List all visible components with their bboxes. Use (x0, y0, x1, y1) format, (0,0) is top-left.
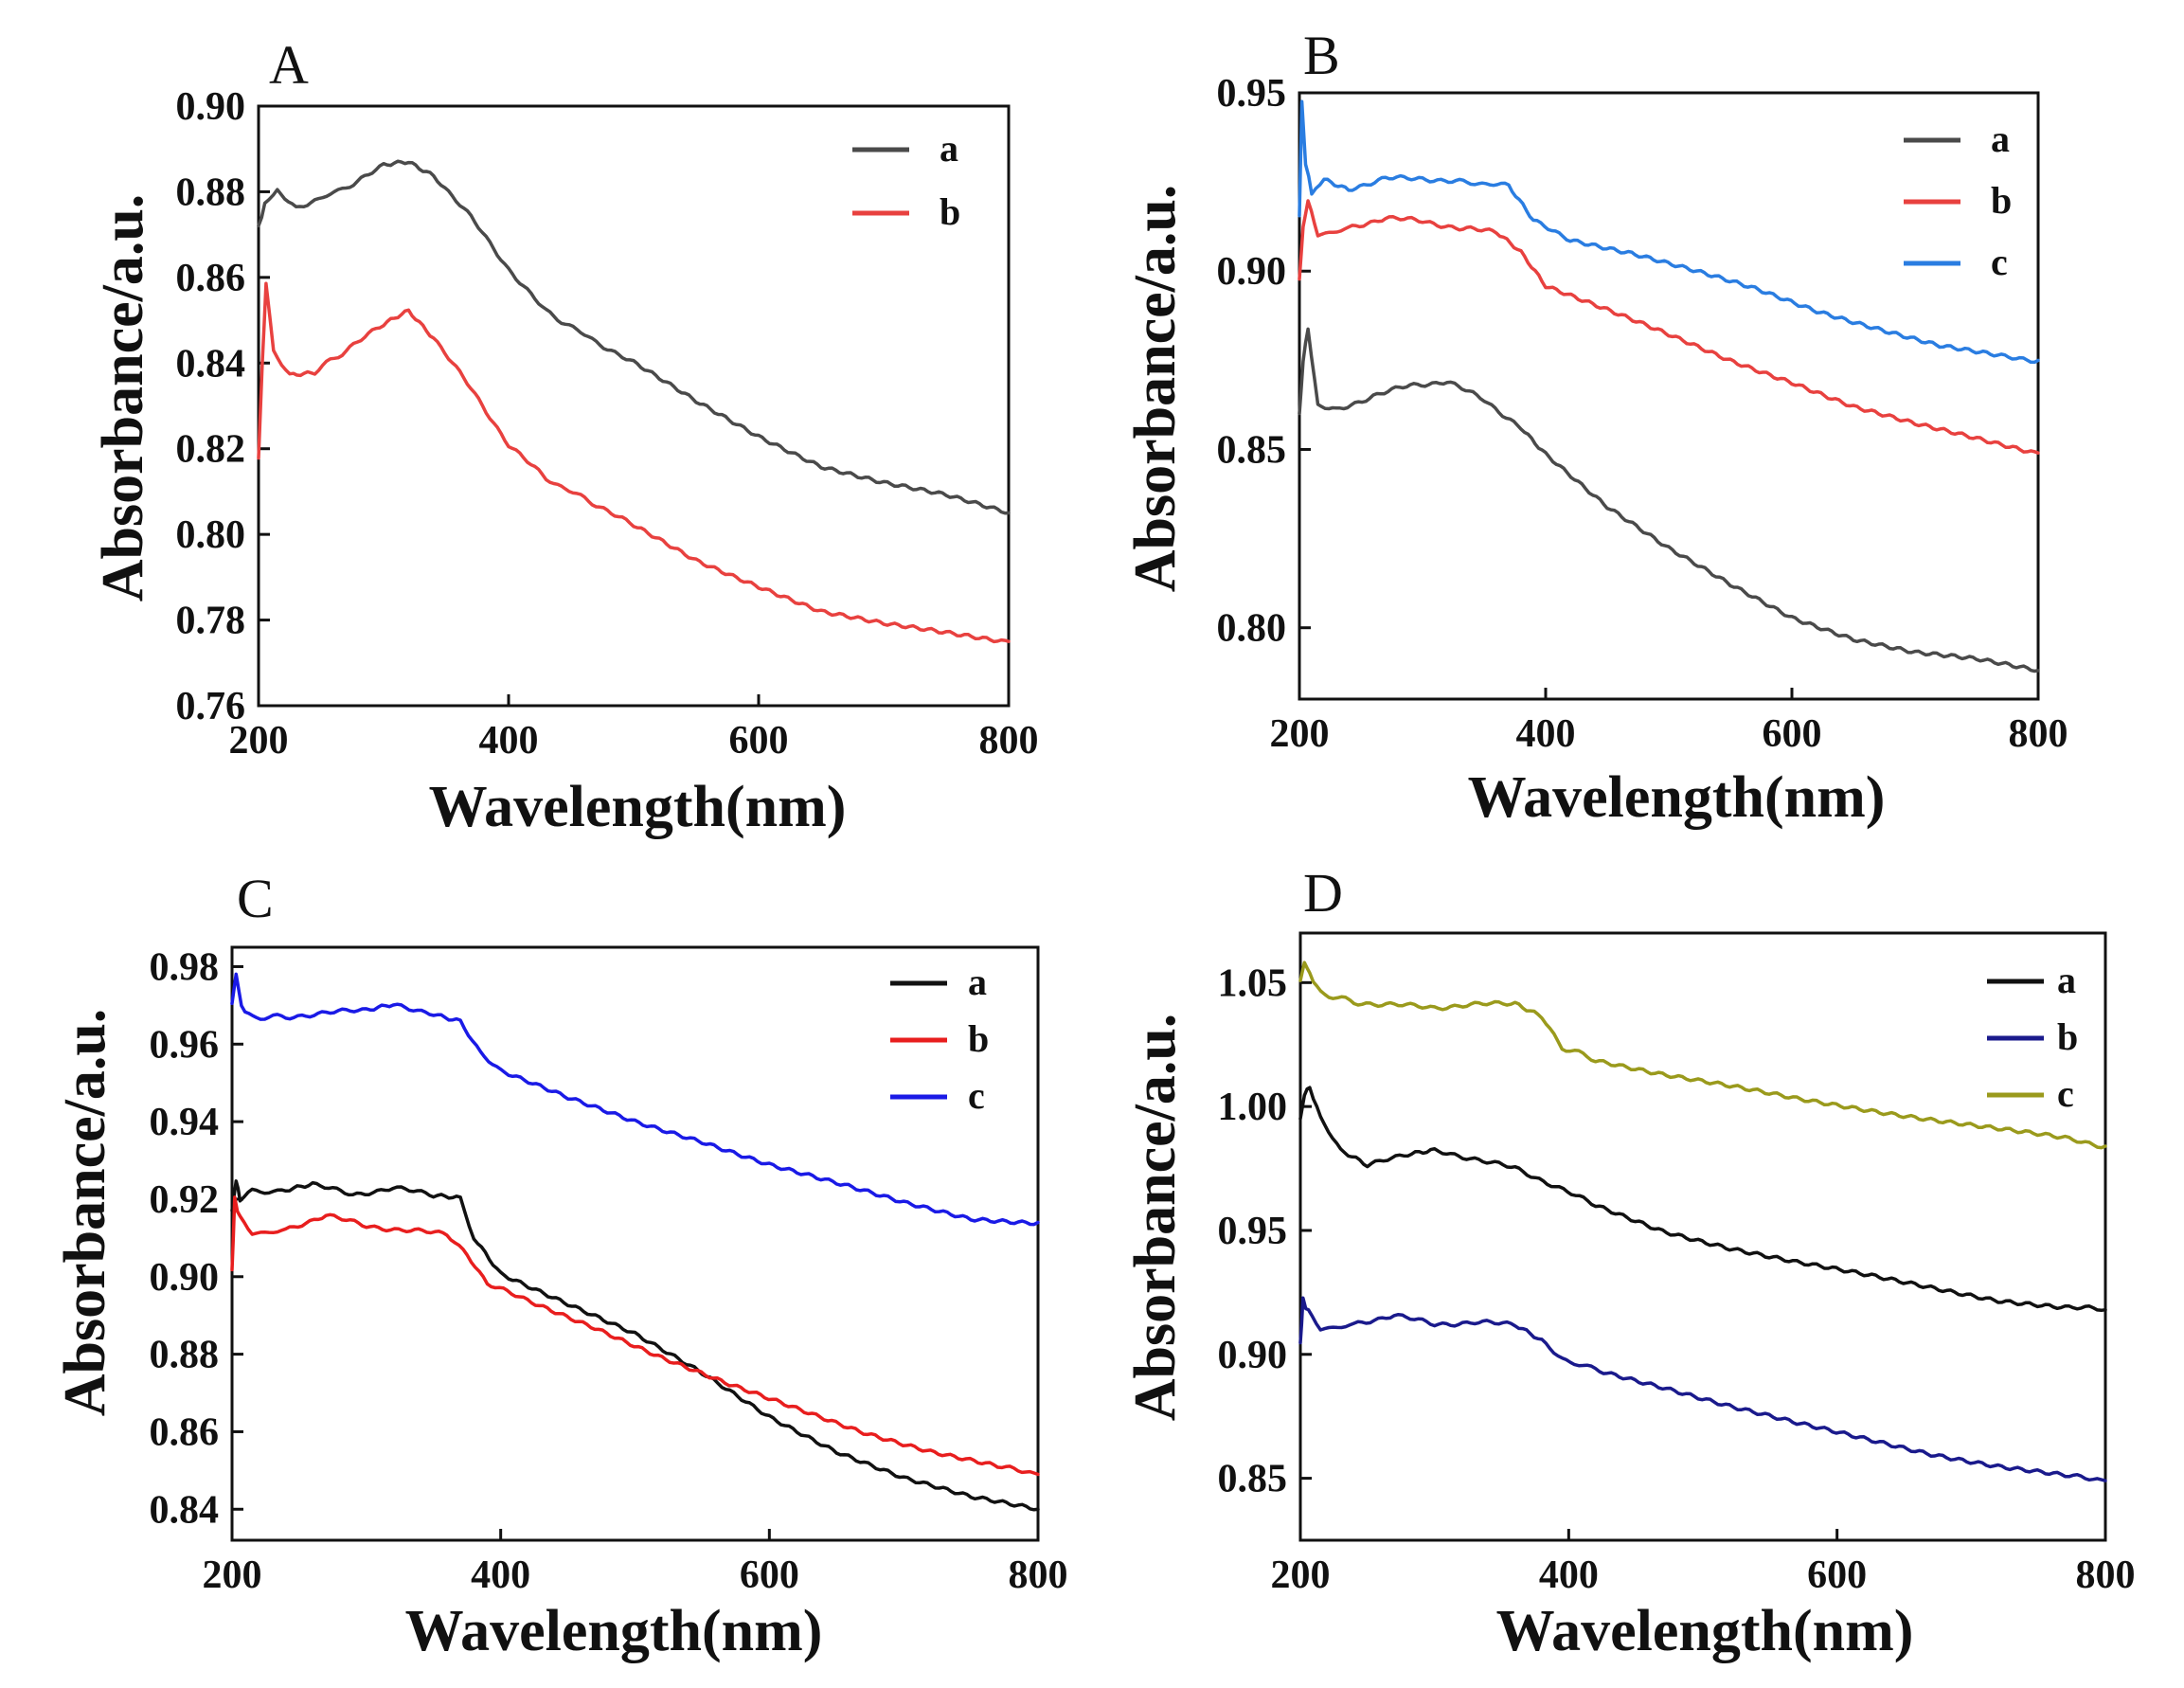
panel-a-ytick-label-2: 0.80 (176, 513, 246, 557)
panel-a-legend-b-label: b (940, 190, 960, 233)
panel-b-xlabel: Wavelength(nm) (1468, 765, 1886, 830)
panel-c-ytick-label-5: 0.94 (150, 1101, 220, 1144)
panel-c-xtick-label-3: 800 (1009, 1553, 1068, 1597)
panel-b-ytick-label-2: 0.90 (1217, 250, 1287, 294)
panel-d-xtick-label-3: 800 (2076, 1553, 2136, 1597)
panel-a-xtick-label-2: 600 (729, 719, 789, 763)
panel-b-xtick-label-2: 600 (1763, 712, 1822, 756)
panel-c-plot-frame (230, 945, 1040, 1542)
panel-a-xtick-label-3: 800 (979, 719, 1039, 763)
panel-c: C Absorbance/a.u. Wavelength(nm) a b c 2… (53, 868, 1068, 1663)
panel-b-xtick-label-0: 200 (1270, 712, 1330, 756)
panel-d-series-a-line (1298, 1086, 2107, 1313)
panel-d-xtick-label-1: 400 (1539, 1553, 1599, 1597)
panel-a-ytick-label-0: 0.76 (176, 685, 246, 728)
panel-c-series-a-line (230, 1179, 1040, 1512)
panel-d-xtick-label-2: 600 (1807, 1553, 1867, 1597)
panel-b-letter: B (1303, 25, 1340, 86)
panel-a-ytick-label-4: 0.84 (176, 342, 246, 386)
panel-d-legend-c-label: c (2057, 1072, 2074, 1115)
panel-b-series-b-line (1298, 199, 2040, 455)
panel-d-xtick-label-0: 200 (1271, 1553, 1331, 1597)
panel-b-legend-b-label: b (1991, 179, 2012, 222)
panel-b: B Absorbance/a.u. Wavelength(nm) a b c 2… (1123, 25, 2068, 830)
panel-a-ytick-label-5: 0.86 (176, 257, 246, 300)
panel-a-letter: A (269, 34, 309, 96)
panel-c-ytick-label-6: 0.96 (150, 1023, 220, 1067)
panel-a-ytick-label-6: 0.88 (176, 171, 246, 214)
panel-c-ytick-label-7: 0.98 (150, 945, 220, 989)
panel-d-legend-a-label: a (2057, 959, 2076, 1001)
panel-b-ytick-label-0: 0.80 (1217, 607, 1287, 651)
panel-a-ytick-label-7: 0.90 (176, 85, 246, 129)
panel-d-letter: D (1303, 862, 1343, 924)
panel-d-ytick-label-4: 1.05 (1218, 961, 1288, 1005)
panel-c-xlabel: Wavelength(nm) (405, 1599, 823, 1663)
panel-c-ytick-label-1: 0.86 (150, 1410, 220, 1454)
panel-a-xtick-label-0: 200 (229, 719, 289, 763)
panel-b-ylabel: Absorbance/a.u. (1123, 185, 1188, 593)
panel-b-xtick-label-1: 400 (1516, 712, 1576, 756)
panel-c-legend-b-label: b (968, 1017, 989, 1060)
panel-a-xlabel: Wavelength(nm) (429, 775, 847, 839)
panel-b-xtick-label-3: 800 (2009, 712, 2068, 756)
panel-c-xtick-label-2: 600 (740, 1553, 799, 1597)
panel-c-letter: C (237, 868, 274, 929)
panel-d: D Absorbance/a.u. Wavelength(nm) a b c 2… (1123, 862, 2136, 1663)
panel-c-ytick-label-2: 0.88 (150, 1334, 220, 1377)
panel-c-ytick-label-4: 0.92 (150, 1178, 220, 1222)
panel-a: A Absorbance/a.u. Wavelength(nm) a b 200… (91, 34, 1039, 839)
panel-d-ytick-label-0: 0.85 (1218, 1458, 1288, 1501)
panel-a-series-a-line (257, 159, 1011, 515)
panel-a-legend-a-label: a (940, 127, 958, 170)
panel-d-ytick-label-1: 0.90 (1218, 1334, 1288, 1377)
panel-d-series-c-line (1298, 961, 2107, 1150)
panel-a-xtick-label-1: 400 (479, 719, 539, 763)
panel-c-legend-a-label: a (968, 961, 987, 1003)
panel-a-ytick-label-3: 0.82 (176, 428, 246, 472)
panel-c-xtick-label-0: 200 (203, 1553, 262, 1597)
panel-c-series-b-line (230, 1195, 1040, 1477)
panel-b-ytick-label-1: 0.85 (1217, 428, 1287, 472)
panel-d-ytick-label-3: 1.00 (1218, 1086, 1288, 1129)
panel-c-legend-c-label: c (968, 1074, 985, 1117)
panel-c-ytick-label-3: 0.90 (150, 1256, 220, 1300)
panel-c-series-c-line (230, 972, 1040, 1227)
panel-a-plot-frame (257, 104, 1011, 708)
panel-d-xlabel: Wavelength(nm) (1496, 1599, 1914, 1663)
panel-b-series-a-line (1298, 327, 2040, 673)
panel-b-legend-a-label: a (1991, 117, 2010, 160)
panel-b-ytick-label-3: 0.95 (1217, 72, 1287, 116)
panel-b-series-c-line (1298, 99, 2040, 365)
panel-b-plot-frame (1298, 91, 2040, 701)
panel-d-ytick-label-2: 0.95 (1218, 1210, 1288, 1253)
panel-c-ytick-label-0: 0.84 (150, 1488, 220, 1532)
panel-a-ylabel: Absorbance/a.u. (91, 194, 155, 602)
panel-a-ytick-label-1: 0.78 (176, 600, 246, 643)
panel-d-series-b-line (1298, 1296, 2107, 1482)
panel-d-ylabel: Absorbance/a.u. (1123, 1014, 1188, 1422)
panel-d-plot-frame (1298, 931, 2107, 1542)
panel-a-series-b-line (257, 281, 1011, 644)
panel-c-xtick-label-1: 400 (471, 1553, 530, 1597)
panel-d-legend-b-label: b (2057, 1015, 2078, 1058)
panel-b-legend-c-label: c (1991, 241, 2008, 283)
panel-c-ylabel: Absorbance/a.u. (53, 1009, 117, 1417)
